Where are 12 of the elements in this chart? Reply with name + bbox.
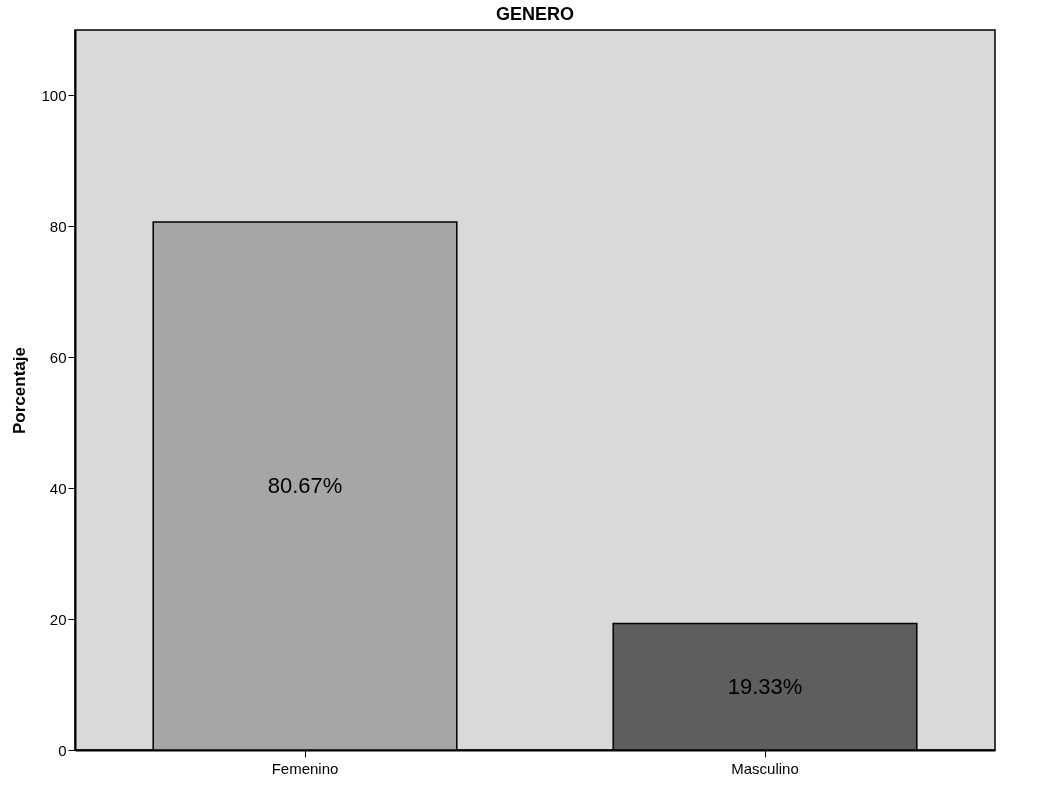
chart-title: GENERO	[495, 4, 575, 24]
y-tick-label: 40	[49, 479, 67, 497]
x-tick-label: Femenino	[271, 759, 339, 777]
y-tick-label: 0	[58, 741, 67, 759]
y-tick-label: 20	[49, 610, 67, 628]
data-label: 19.33%	[727, 673, 803, 699]
y-tick-label: 60	[49, 348, 67, 366]
data-label: 80.67%	[267, 472, 343, 498]
x-tick-label: Masculino	[731, 759, 799, 777]
y-axis-title: Porcentaje	[10, 347, 30, 434]
y-tick-label: 80	[49, 217, 67, 235]
y-tick-label: 100	[41, 86, 67, 104]
